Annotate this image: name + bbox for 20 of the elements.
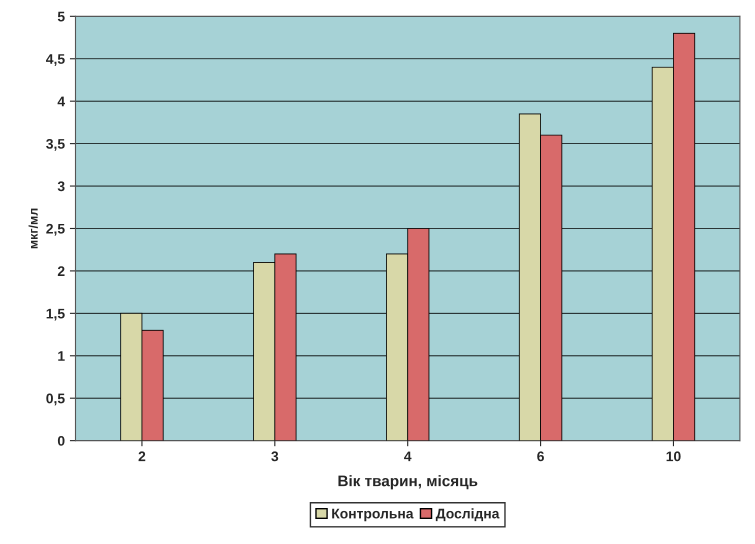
y-tick-label: 0,5	[46, 394, 65, 406]
y-tick-label: 2,5	[46, 224, 65, 236]
y-tick-label: 2	[58, 266, 65, 276]
y-tick-label: 1	[58, 351, 65, 361]
y-tick-label: 0	[58, 436, 65, 446]
y-tick-label: 3	[58, 181, 65, 192]
x-tick-label: 6	[537, 451, 544, 462]
x-tick-label: 2	[138, 451, 146, 462]
x-tick-label: 3	[271, 451, 278, 462]
legend-label: Дослідна	[436, 508, 500, 522]
y-tick-label: 5	[58, 12, 65, 22]
x-axis-title: Вік тварин, місяць	[338, 475, 478, 490]
x-tick-label: 4	[404, 452, 412, 462]
x-tick-label: 10	[666, 451, 681, 462]
y-tick-label: 3,5	[46, 138, 65, 151]
legend-label: Контрольна	[332, 508, 414, 522]
y-tick-label: 4,5	[46, 54, 65, 66]
y-tick-label: 4	[58, 96, 66, 106]
y-tick-label: 1,5	[46, 308, 65, 321]
y-axis-title: мкг/мл	[28, 208, 38, 248]
